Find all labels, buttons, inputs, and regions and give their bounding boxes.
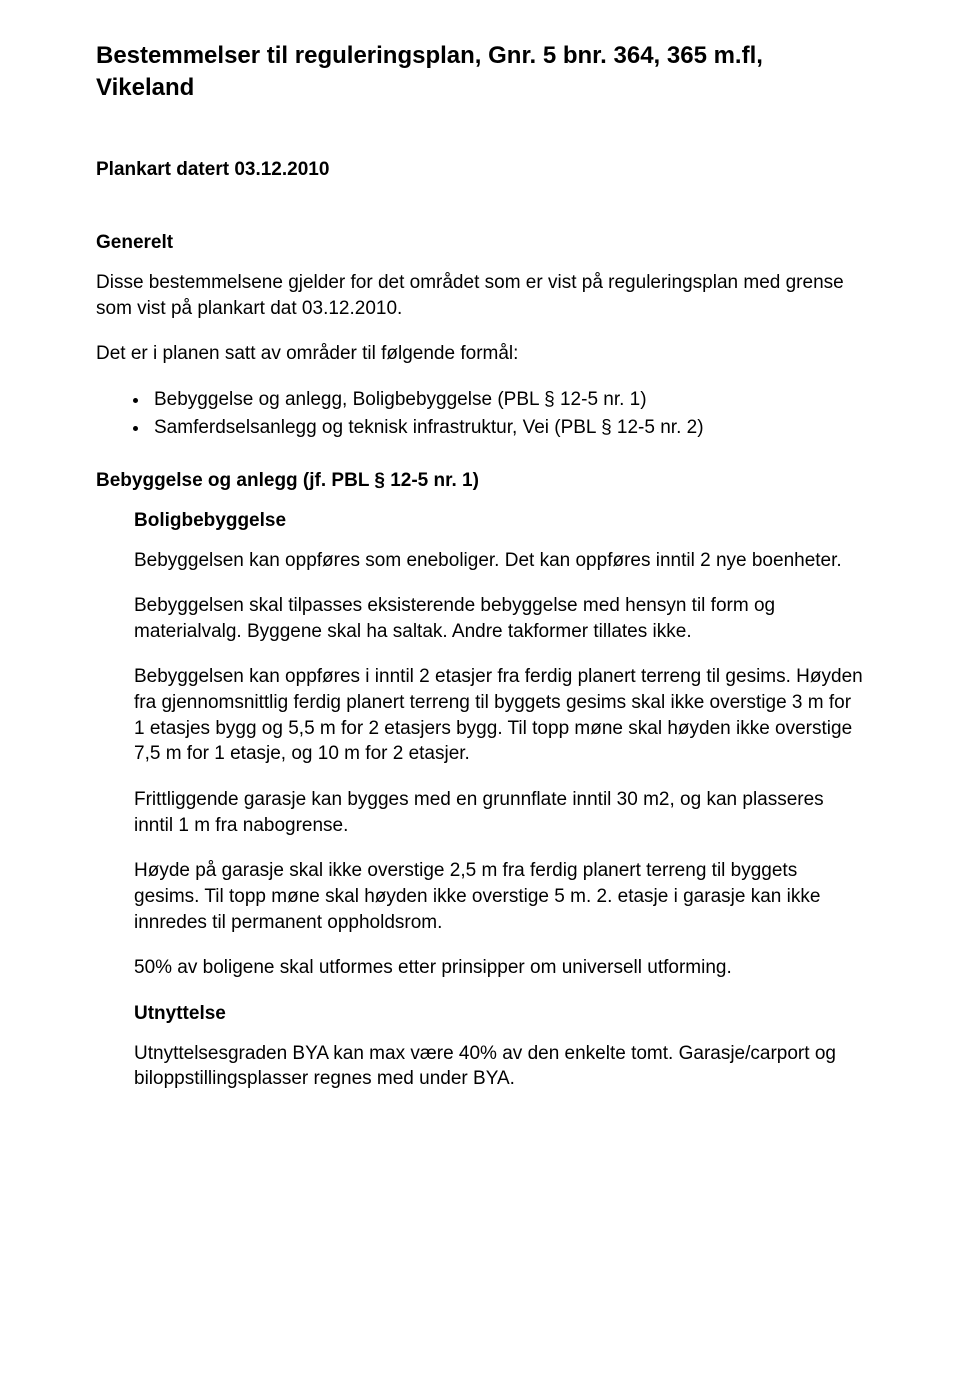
subheading-boligbebyggelse: Boligbebyggelse xyxy=(134,508,864,534)
document-title: Bestemmelser til reguleringsplan, Gnr. 5… xyxy=(96,40,864,105)
document-subtitle: Plankart datert 03.12.2010 xyxy=(96,157,864,183)
paragraph: 50% av boligene skal utformes etter prin… xyxy=(134,955,864,981)
list-item: Bebyggelse og anlegg, Boligbebyggelse (P… xyxy=(150,387,864,413)
paragraph: Bebyggelsen kan oppføres i inntil 2 etas… xyxy=(134,664,864,767)
paragraph: Disse bestemmelsene gjelder for det områ… xyxy=(96,270,864,321)
subheading-utnyttelse: Utnyttelse xyxy=(134,1001,864,1027)
section-heading-generelt: Generelt xyxy=(96,230,864,256)
paragraph: Det er i planen satt av områder til følg… xyxy=(96,341,864,367)
indented-section: Boligbebyggelse Bebyggelsen kan oppføres… xyxy=(96,508,864,1092)
document-page: Bestemmelser til reguleringsplan, Gnr. 5… xyxy=(0,0,960,1377)
bullet-list: Bebyggelse og anlegg, Boligbebyggelse (P… xyxy=(96,387,864,440)
paragraph: Utnyttelsesgraden BYA kan max være 40% a… xyxy=(134,1041,864,1092)
paragraph: Frittliggende garasje kan bygges med en … xyxy=(134,787,864,838)
section-heading-bebyggelse: Bebyggelse og anlegg (jf. PBL § 12-5 nr.… xyxy=(96,468,864,494)
paragraph: Bebyggelsen skal tilpasses eksisterende … xyxy=(134,593,864,644)
paragraph: Høyde på garasje skal ikke overstige 2,5… xyxy=(134,858,864,935)
list-item: Samferdselsanlegg og teknisk infrastrukt… xyxy=(150,415,864,441)
paragraph: Bebyggelsen kan oppføres som eneboliger.… xyxy=(134,548,864,574)
